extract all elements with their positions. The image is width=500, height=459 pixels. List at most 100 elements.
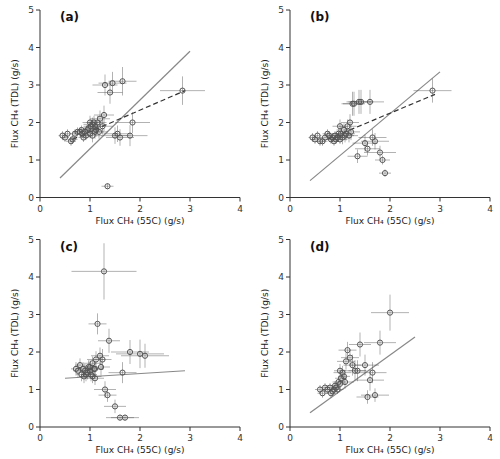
x-tick — [90, 198, 91, 202]
point — [106, 338, 111, 343]
y-tick — [286, 427, 290, 428]
x-tick-label: 4 — [237, 204, 243, 214]
y-tick — [36, 85, 40, 86]
point — [98, 364, 103, 369]
x-tick-label: 0 — [37, 433, 43, 443]
x-tick-label: 0 — [287, 433, 293, 443]
plot-area — [59, 51, 206, 189]
point — [102, 82, 107, 87]
point — [348, 129, 353, 134]
x-axis-label: Flux CH₄ (55C) (g/s) — [345, 445, 434, 455]
panel-label: (b) — [310, 10, 330, 24]
point — [367, 99, 372, 104]
point — [350, 363, 355, 368]
x-tick — [390, 198, 391, 202]
point — [91, 366, 96, 371]
y-tick-label: 2 — [28, 118, 34, 128]
point — [341, 374, 346, 379]
y-tick-label: 1 — [28, 385, 34, 395]
y-tick-label: 0 — [278, 422, 284, 432]
x-axis-label: Flux CH₄ (55C) (g/s) — [95, 216, 184, 226]
y-tick-label: 5 — [278, 5, 284, 15]
x-tick — [340, 427, 341, 431]
x-tick-label: 4 — [237, 433, 243, 443]
panel-label: (d) — [310, 240, 330, 254]
panel: 01234012345Flux CH₄ (55C) (g/s)Flux CH₄ … — [10, 5, 243, 226]
y-axis-label: Flux CH₄ (TDL) (g/s) — [260, 59, 270, 148]
point — [382, 171, 387, 176]
y-axis-label: Flux CH₄ (TDL) (g/s) — [260, 289, 270, 378]
x-tick-label: 0 — [287, 204, 293, 214]
x-tick — [440, 427, 441, 431]
x-tick — [340, 198, 341, 202]
x-tick — [390, 427, 391, 431]
y-tick-label: 5 — [278, 235, 284, 245]
x-tick — [440, 198, 441, 202]
point — [342, 379, 347, 384]
y-tick-label: 2 — [278, 347, 284, 357]
y-tick — [286, 239, 290, 240]
x-tick — [40, 427, 41, 431]
point — [430, 88, 435, 93]
x-tick-label: 1 — [87, 204, 93, 214]
y-tick — [36, 314, 40, 315]
y-tick — [286, 352, 290, 353]
y-tick — [286, 197, 290, 198]
x-tick-label: 3 — [437, 433, 443, 443]
point — [110, 81, 115, 86]
point — [358, 99, 363, 104]
x-tick-label: 4 — [487, 433, 493, 443]
point — [315, 133, 320, 138]
y-tick-label: 2 — [28, 347, 34, 357]
y-axis-label: Flux CH₄ (TDL) (g/s) — [10, 289, 20, 378]
point — [112, 404, 117, 409]
y-axis-label: Flux CH₄ (TDL) (g/s) — [10, 59, 20, 148]
x-tick — [290, 198, 291, 202]
x-axis-label: Flux CH₄ (55C) (g/s) — [345, 216, 434, 226]
x-tick-label: 1 — [337, 204, 343, 214]
y-tick — [286, 277, 290, 278]
dashed-line — [73, 91, 186, 140]
point — [320, 391, 325, 396]
point — [370, 370, 375, 375]
x-tick — [240, 198, 241, 202]
y-tick-label: 4 — [28, 43, 34, 53]
y-tick — [36, 277, 40, 278]
x-tick-label: 1 — [337, 433, 343, 443]
point — [117, 415, 122, 420]
x-tick-label: 3 — [187, 204, 193, 214]
x-tick — [140, 198, 141, 202]
y-axis-line — [290, 240, 291, 428]
x-tick-label: 0 — [37, 204, 43, 214]
point — [101, 112, 106, 117]
x-tick — [490, 198, 491, 202]
axes: 01234012345 — [28, 235, 243, 444]
y-tick — [36, 160, 40, 161]
y-tick — [36, 10, 40, 11]
y-tick — [286, 314, 290, 315]
plot-area — [65, 243, 185, 420]
y-tick-label: 0 — [278, 193, 284, 203]
point — [335, 387, 340, 392]
point — [347, 355, 352, 360]
regression-line — [60, 51, 190, 178]
y-axis-line — [40, 10, 41, 198]
panel-label: (a) — [60, 10, 79, 24]
x-tick-label: 2 — [137, 204, 143, 214]
plot-area — [309, 72, 452, 181]
point — [100, 124, 105, 129]
y-tick-label: 2 — [278, 118, 284, 128]
y-tick-label: 4 — [278, 43, 284, 53]
point — [367, 378, 372, 383]
point — [362, 141, 367, 146]
x-tick — [190, 198, 191, 202]
y-tick — [286, 85, 290, 86]
y-tick — [36, 122, 40, 123]
point — [65, 131, 70, 136]
y-tick-label: 4 — [28, 272, 34, 282]
point — [351, 101, 356, 106]
y-axis-line — [40, 240, 41, 428]
figure: 0 1 2 3 4 0 1 2 3 4 5 Flux CH₄ (55C) (g/s) Flux CH₄ … — [0, 0, 500, 459]
y-tick-label: 3 — [278, 310, 284, 320]
point — [347, 120, 352, 125]
